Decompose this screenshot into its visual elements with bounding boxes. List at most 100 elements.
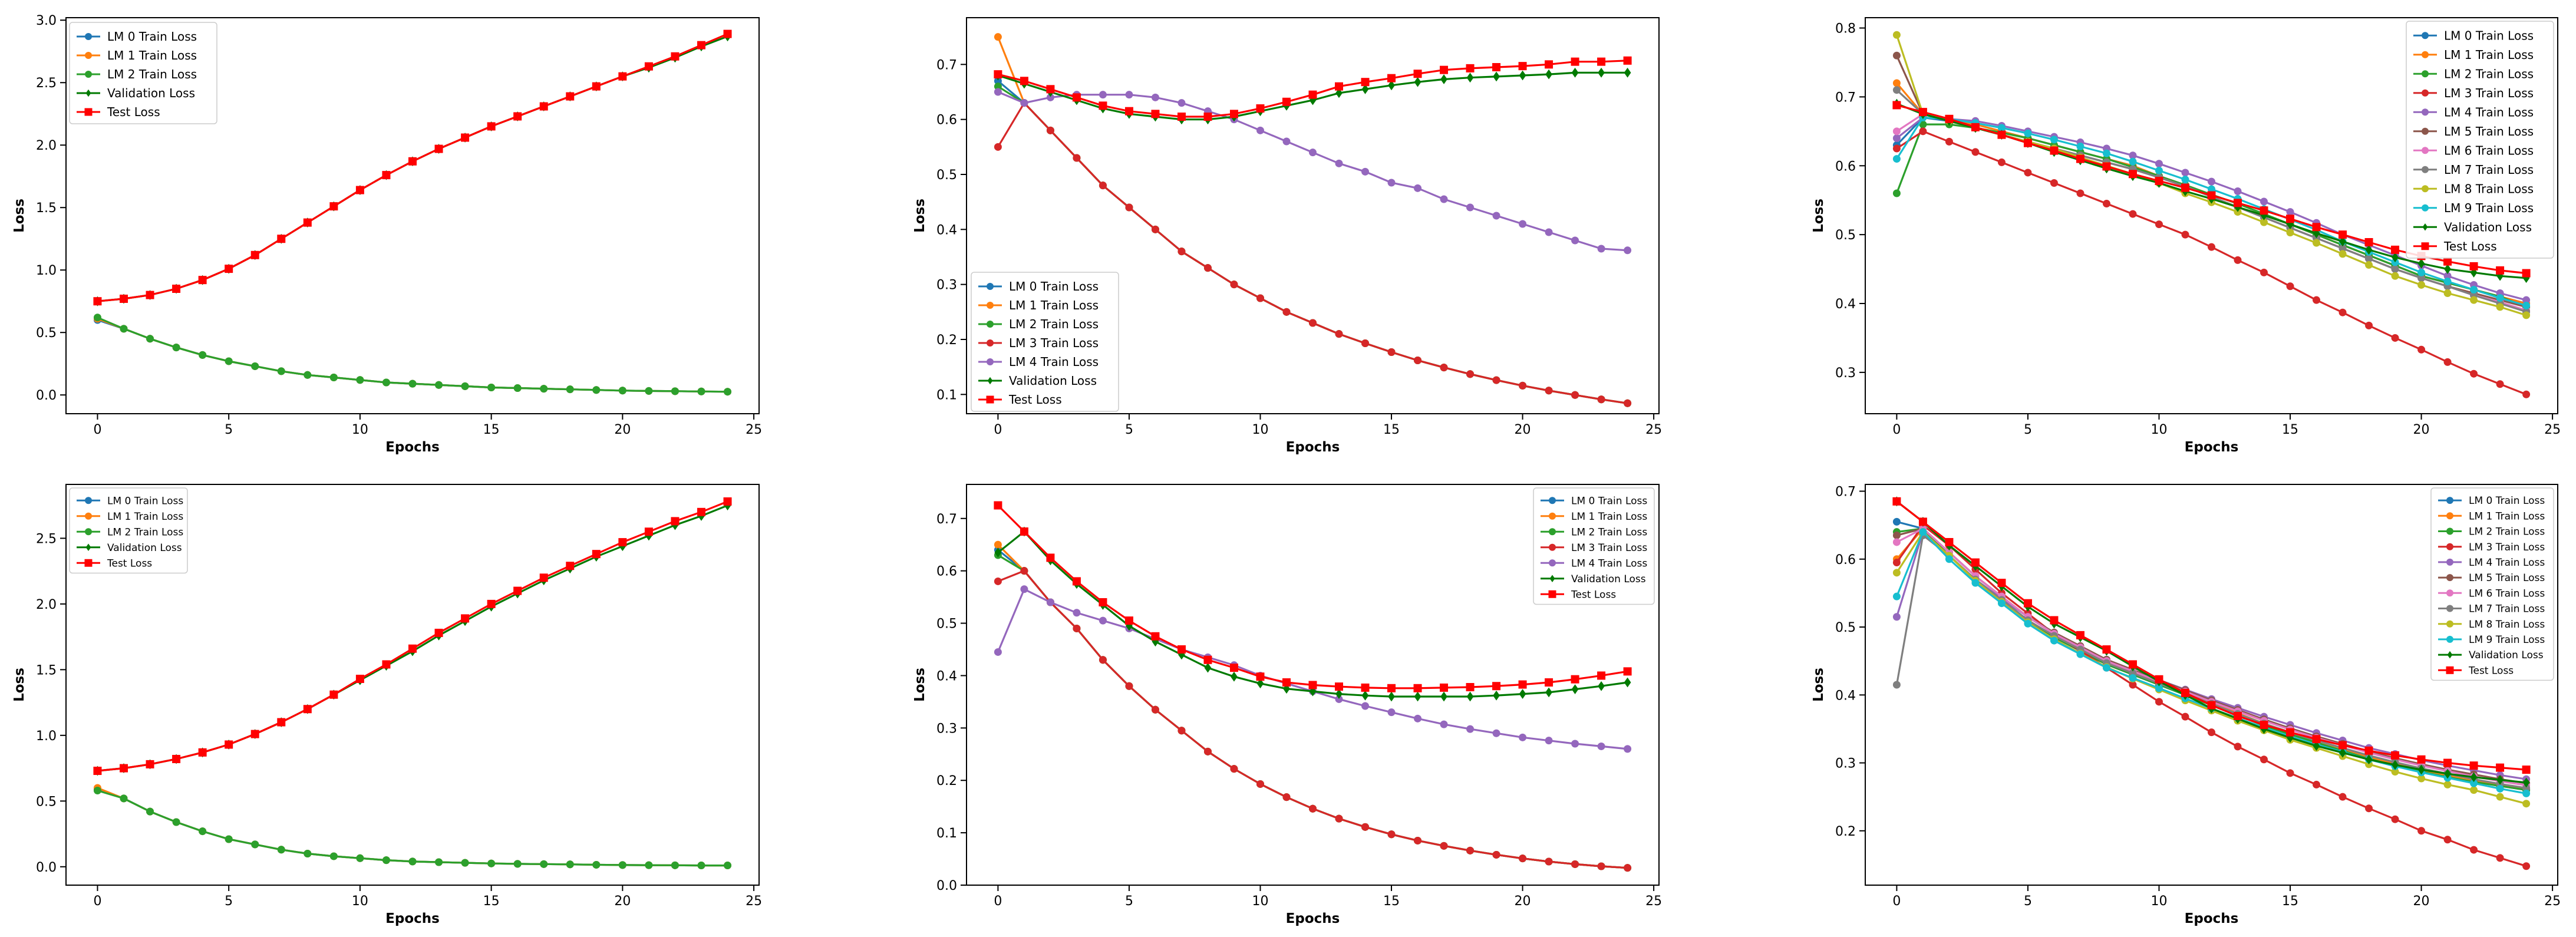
data-point [2522,390,2531,398]
data-point [592,82,601,91]
data-point [2260,721,2268,729]
data-point [1124,616,1133,625]
y-tick-label: 0.3 [1835,366,1856,381]
data-point [2050,616,2059,625]
data-point [2391,751,2400,760]
data-point [225,740,233,749]
data-point [408,857,417,866]
data-point [1545,228,1553,236]
x-tick-label: 0 [1892,894,1901,909]
data-point [1388,691,1395,702]
legend-marker [2422,70,2429,78]
legend-entry: LM 6 Train Loss [2413,143,2534,157]
data-point [1229,664,1238,672]
data-point [2417,827,2426,835]
data-point [2417,281,2426,289]
y-tick-label: 0.6 [1835,553,1856,568]
data-point [724,862,732,870]
y-tick-label: 0.3 [936,278,957,293]
legend-marker [2446,543,2453,550]
data-point [644,527,653,536]
data-point [1892,497,1901,506]
data-point [994,577,1002,585]
legend-marker [987,283,994,290]
data-point [1545,687,1552,698]
data-point [2496,793,2504,801]
data-point [994,143,1002,151]
data-point [1597,245,1605,253]
data-point [671,517,680,526]
legend-label: LM 3 Train Loss [2469,542,2545,553]
data-point [1518,680,1527,689]
data-point [2470,286,2478,294]
legend-marker [85,512,92,520]
data-point [2496,266,2505,275]
series-test-loss [1892,497,2531,774]
data-point [329,202,338,211]
data-point [2260,206,2268,215]
data-point [382,660,391,669]
y-tick-label: 2.0 [36,598,57,612]
data-point [513,112,522,121]
data-point [408,380,417,388]
data-point [994,540,1002,549]
data-point [2338,308,2347,316]
legend-marker [1548,590,1556,598]
legend-entry: LM 4 Train Loss [2438,557,2545,569]
data-point [2365,245,2373,255]
data-point [994,501,1002,510]
legend-marker [2446,527,2453,535]
data-point [1892,517,1901,526]
data-point [1624,399,1632,407]
data-point [1124,107,1133,116]
data-point [2181,712,2189,721]
data-point [2522,302,2531,310]
data-point [2522,766,2531,774]
data-point [1414,356,1422,364]
data-point [1623,56,1632,65]
data-point [146,807,154,816]
data-point [2181,169,2189,177]
x-tick-label: 15 [483,423,500,437]
data-point [1892,569,1901,577]
data-point [2181,176,2189,184]
legend-label: LM 2 Train Loss [1009,317,1099,331]
data-point [1624,677,1631,688]
data-point [2417,258,2425,269]
data-point [1203,264,1212,272]
data-point [671,861,679,869]
data-point [2155,220,2163,229]
data-point [697,507,705,516]
data-point [1519,733,1527,741]
data-point [1545,387,1553,395]
data-point [225,265,233,273]
data-point [303,705,312,714]
legend-label: LM 4 Train Loss [1009,355,1099,369]
data-point [408,644,417,653]
data-point [2208,185,2215,193]
data-point [1519,854,1527,863]
legend-entry: LM 3 Train Loss [978,336,1099,350]
data-point [1414,77,1421,87]
data-point [2313,780,2321,788]
data-point [1282,97,1291,106]
legend-marker [85,543,91,552]
data-point [1125,91,1133,99]
data-point [93,767,102,776]
legend-marker [2447,651,2453,659]
x-tick-label: 25 [746,894,762,909]
legend-marker [1549,543,1556,551]
x-tick-label: 0 [994,423,1002,437]
legend-marker [2422,223,2428,231]
legend-label: LM 7 Train Loss [2469,603,2545,615]
data-point [2496,380,2504,388]
data-point [2365,754,2373,765]
data-point [1492,682,1501,691]
data-point [146,760,154,768]
legend-entry: LM 0 Train Loss [77,495,183,507]
data-point [2050,179,2058,187]
legend-entry: LM 0 Train Loss [2413,28,2534,42]
data-point [2076,189,2084,197]
data-point [2234,712,2242,721]
data-point [2312,735,2321,744]
